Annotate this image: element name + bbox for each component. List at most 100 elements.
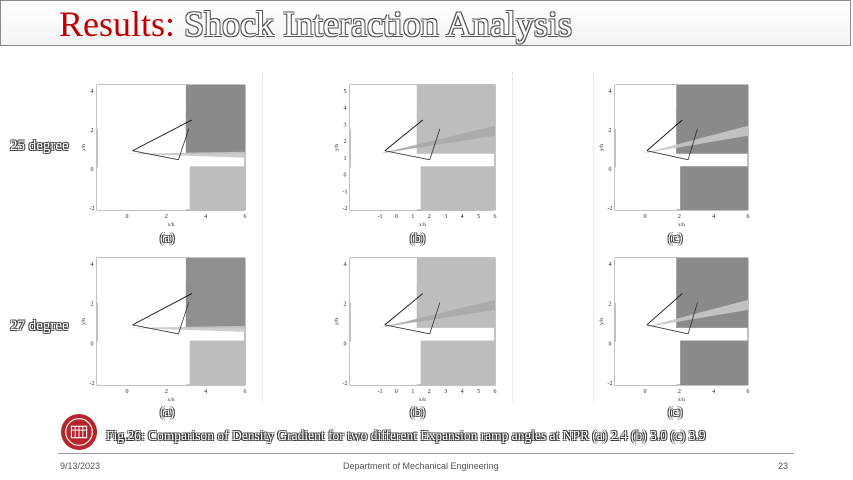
y-tick-label: -2 xyxy=(90,206,95,212)
y-tick-label: 2 xyxy=(91,128,94,134)
panel-label-a-top: (a) xyxy=(160,230,175,245)
flow-field xyxy=(185,85,245,154)
nozzle-wall xyxy=(615,85,677,151)
y-tick-label: 0 xyxy=(609,167,612,173)
shear-layer xyxy=(126,151,245,158)
ramp-wall xyxy=(615,341,681,385)
x-tick-label: 5 xyxy=(477,214,480,220)
y-axis-label: y/h xyxy=(599,318,605,325)
x-tick-label: 1 xyxy=(411,214,414,220)
reflected-shock xyxy=(132,324,179,335)
footer-divider xyxy=(58,453,794,454)
nozzle-wall xyxy=(97,258,186,325)
university-seal-icon xyxy=(60,413,98,451)
y-tick-label: 0 xyxy=(344,173,347,179)
panel-label-c-bottom: (c) xyxy=(668,404,683,419)
flow-field xyxy=(680,166,748,210)
oblique-shock xyxy=(384,293,423,326)
x-tick-label: 4 xyxy=(712,389,715,395)
x-tick-label: 1 xyxy=(411,389,414,395)
ramp-wall xyxy=(350,167,421,210)
y-tick-label: 4 xyxy=(344,106,347,112)
x-axis-label: x/h xyxy=(419,397,426,403)
shear-layer xyxy=(641,299,748,328)
y-tick-label: 4 xyxy=(91,89,94,95)
x-tick-label: 4 xyxy=(204,214,207,220)
oblique-shock xyxy=(132,293,193,326)
x-tick-label: 2 xyxy=(428,214,431,220)
y-tick-label: 0 xyxy=(344,341,347,347)
y-tick-label: -1 xyxy=(343,189,348,195)
panel-divider xyxy=(593,72,594,402)
y-tick-label: 4 xyxy=(609,89,612,95)
y-axis-label: y/h xyxy=(81,318,87,325)
y-tick-label: 4 xyxy=(91,262,94,268)
y-tick-label: -2 xyxy=(343,206,348,212)
flow-field xyxy=(420,166,495,210)
x-tick-label: 6 xyxy=(494,214,497,220)
panel-label-b-bottom: (b) xyxy=(410,404,426,419)
x-tick-label: 6 xyxy=(244,389,247,395)
y-tick-label: 2 xyxy=(609,302,612,308)
y-axis-label: y/h xyxy=(334,318,340,325)
mach-stem xyxy=(178,128,190,160)
flow-field xyxy=(420,340,495,385)
x-tick-label: 0 xyxy=(644,389,647,395)
x-tick-label: 6 xyxy=(244,214,247,220)
footer-page-number: 23 xyxy=(778,461,789,471)
y-tick-label: -2 xyxy=(90,381,95,387)
row-label-27-degree: 27 degree xyxy=(10,318,69,334)
shear-layer xyxy=(126,325,245,332)
slide-title: Results: Shock Interaction Analysis xyxy=(59,3,572,45)
mach-stem xyxy=(178,302,190,334)
mach-stem xyxy=(687,128,698,160)
reflected-shock xyxy=(384,150,430,161)
shear-layer xyxy=(379,125,495,154)
x-tick-label: 6 xyxy=(747,389,750,395)
y-tick-label: 1 xyxy=(344,156,347,162)
x-tick-label: 4 xyxy=(712,214,715,220)
title-rest: Shock Interaction Analysis xyxy=(184,4,572,44)
x-tick-label: 4 xyxy=(204,389,207,395)
reflected-shock xyxy=(132,150,179,161)
y-tick-label: -2 xyxy=(608,381,613,387)
flow-field xyxy=(680,340,748,385)
x-tick-label: 3 xyxy=(444,389,447,395)
mach-stem xyxy=(429,302,441,334)
title-lead: Results: xyxy=(59,4,176,44)
y-tick-label: 0 xyxy=(91,341,94,347)
y-tick-label: 0 xyxy=(609,341,612,347)
shear-layer xyxy=(379,299,495,328)
reflected-shock xyxy=(384,324,430,335)
flow-field xyxy=(189,340,245,385)
x-tick-label: 0 xyxy=(644,214,647,220)
row-label-25-degree: 25 degree xyxy=(10,138,69,154)
x-tick-label: 0 xyxy=(126,389,129,395)
x-axis-label: x/h xyxy=(167,222,174,228)
x-tick-label: 0 xyxy=(395,214,398,220)
x-tick-label: 2 xyxy=(428,389,431,395)
x-axis-label: x/h xyxy=(167,397,174,403)
x-tick-label: -1 xyxy=(378,389,383,395)
reflected-shock xyxy=(646,150,689,161)
oblique-shock xyxy=(132,119,193,152)
x-tick-label: -1 xyxy=(378,214,383,220)
panel-label-c-top: (c) xyxy=(668,230,683,245)
nozzle-wall xyxy=(350,85,417,151)
y-tick-label: 2 xyxy=(91,302,94,308)
x-tick-label: 2 xyxy=(165,389,168,395)
y-tick-label: -2 xyxy=(608,206,613,212)
y-tick-label: 5 xyxy=(344,89,347,95)
y-tick-label: 2 xyxy=(609,128,612,134)
x-tick-label: 5 xyxy=(477,389,480,395)
x-tick-label: 3 xyxy=(444,214,447,220)
x-tick-label: 6 xyxy=(494,389,497,395)
footer-department: Department of Mechanical Engineering xyxy=(343,461,499,471)
flow-field xyxy=(185,258,245,328)
x-tick-label: 2 xyxy=(165,214,168,220)
y-tick-label: 0 xyxy=(91,167,94,173)
nozzle-wall xyxy=(615,258,677,325)
y-tick-label: -2 xyxy=(343,381,348,387)
y-tick-label: 2 xyxy=(344,139,347,145)
x-tick-label: 4 xyxy=(461,389,464,395)
